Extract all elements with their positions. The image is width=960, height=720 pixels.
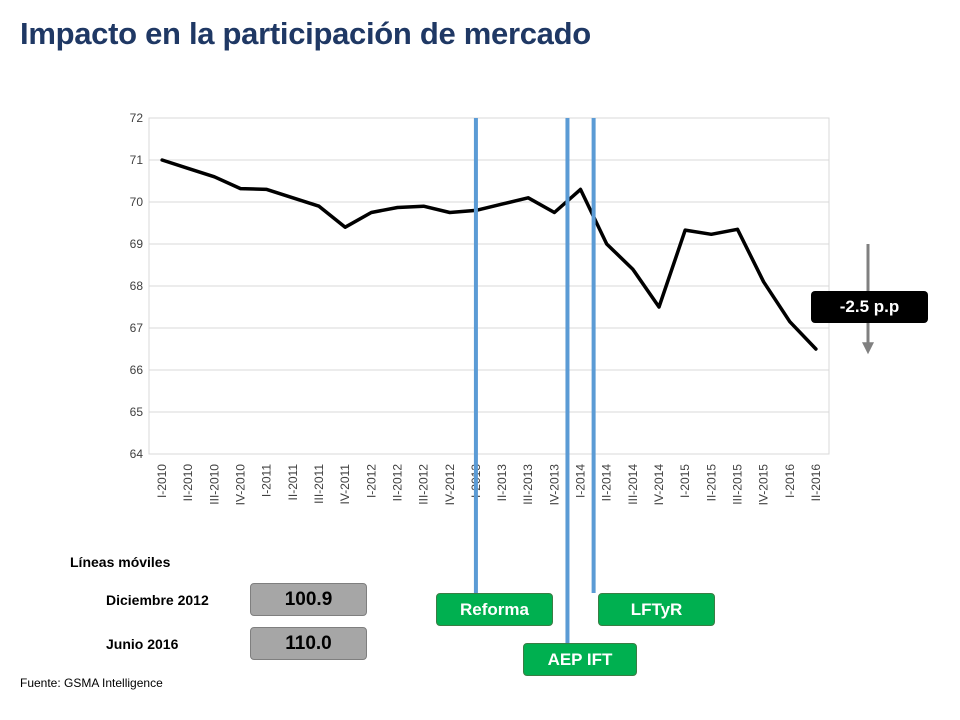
x-tick-label: IV-2010 (234, 464, 248, 506)
data-point (370, 211, 373, 214)
y-tick-label: 64 (130, 447, 144, 461)
x-tick-label: III-2012 (417, 464, 431, 505)
x-tick-label: IV-2015 (757, 464, 771, 506)
source-note: Fuente: GSMA Intelligence (20, 676, 163, 690)
data-point (500, 202, 504, 206)
x-tick-label: I-2011 (260, 464, 274, 497)
y-tick-label: 65 (130, 405, 144, 419)
x-tick-label: III-2014 (626, 464, 640, 505)
page-title: Impacto en la participación de mercado (20, 16, 591, 51)
data-point (265, 188, 268, 191)
x-tick-label: II-2014 (600, 464, 614, 502)
data-point (448, 211, 451, 214)
x-tick-label: III-2015 (730, 464, 744, 505)
x-tick-label: II-2013 (495, 464, 509, 502)
x-tick-label: II-2010 (181, 464, 195, 502)
y-tick-label: 72 (130, 111, 144, 125)
data-point (657, 305, 661, 309)
x-tick-label: III-2013 (521, 464, 535, 505)
stat-value-dic-2012: 100.9 (250, 583, 367, 616)
y-tick-label: 71 (130, 153, 144, 167)
data-point (814, 347, 818, 351)
x-tick-label: I-2014 (574, 464, 588, 498)
x-tick-label: III-2010 (207, 464, 221, 505)
change-annotation-badge: -2.5 p.p (811, 291, 928, 323)
data-point (553, 211, 556, 214)
data-point (343, 226, 347, 229)
data-point (710, 233, 713, 236)
data-point (527, 196, 530, 199)
data-point (683, 228, 687, 232)
x-tick-label: I-2010 (155, 464, 169, 498)
x-tick-label: IV-2012 (443, 464, 457, 506)
data-point (160, 158, 164, 162)
x-tick-label: I-2012 (364, 464, 378, 498)
x-tick-label: IV-2011 (338, 464, 352, 505)
data-point (631, 268, 635, 271)
y-tick-label: 68 (130, 279, 144, 293)
data-point (762, 280, 765, 283)
data-point (239, 187, 242, 190)
x-tick-label: IV-2014 (652, 464, 666, 506)
data-point (291, 196, 295, 199)
x-tick-label: I-2016 (783, 464, 797, 498)
x-tick-label: II-2016 (809, 464, 823, 502)
stat-label-dic-2012: Diciembre 2012 (106, 592, 209, 608)
x-tick-label: III-2011 (312, 464, 326, 504)
data-point (396, 206, 399, 209)
x-tick-label: I-2015 (678, 464, 692, 498)
y-tick-label: 66 (130, 363, 144, 377)
data-point (422, 205, 425, 208)
data-point (213, 175, 216, 178)
data-point (579, 188, 582, 191)
y-tick-label: 69 (130, 237, 144, 251)
event-badge-lftyr: LFTyR (598, 593, 715, 626)
stat-label-jun-2016: Junio 2016 (106, 636, 179, 652)
y-tick-label: 67 (130, 321, 144, 335)
x-tick-label: II-2012 (390, 464, 404, 502)
data-point (788, 320, 791, 323)
change-arrow-icon (862, 342, 874, 355)
data-point (187, 167, 190, 170)
data-point (605, 242, 608, 246)
x-tick-label: IV-2013 (547, 464, 561, 506)
x-tick-label: II-2011 (286, 464, 300, 501)
series-line (160, 158, 818, 351)
y-tick-label: 70 (130, 195, 144, 209)
mobile-lines-heading: Líneas móviles (70, 554, 171, 570)
data-point (736, 228, 739, 231)
event-badge-reforma: Reforma (436, 593, 553, 626)
stat-value-jun-2016: 110.0 (250, 627, 367, 660)
event-badge-aep-ift: AEP IFT (523, 643, 637, 676)
data-point (317, 205, 321, 208)
x-tick-label: II-2015 (704, 464, 718, 502)
